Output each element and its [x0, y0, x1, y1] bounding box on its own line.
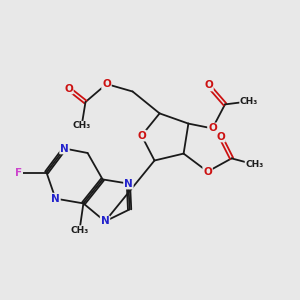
Text: F: F — [15, 167, 22, 178]
Text: O: O — [102, 79, 111, 89]
Text: O: O — [216, 131, 225, 142]
Text: CH₃: CH₃ — [245, 160, 263, 169]
Text: O: O — [64, 83, 73, 94]
Text: N: N — [51, 194, 60, 204]
Text: CH₃: CH₃ — [70, 226, 88, 235]
Text: CH₃: CH₃ — [73, 122, 91, 130]
Text: CH₃: CH₃ — [240, 97, 258, 106]
Text: O: O — [208, 123, 217, 134]
Text: O: O — [204, 80, 213, 91]
Text: O: O — [203, 167, 212, 177]
Text: N: N — [60, 143, 69, 154]
Text: N: N — [100, 216, 109, 226]
Text: N: N — [124, 178, 133, 189]
Text: O: O — [137, 130, 146, 141]
